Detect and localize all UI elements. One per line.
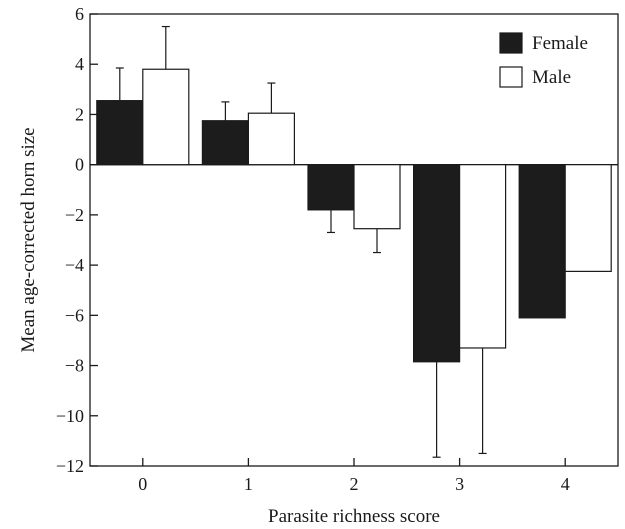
y-tick-label: 4 [75,54,84,74]
legend: Female Male [499,32,588,88]
y-tick-label: −4 [65,255,84,275]
error-bars [115,25,487,458]
y-tick-label: 0 [75,155,84,175]
y-axis-label: Mean age-corrected horn size [18,127,39,352]
y-tick-label: −10 [56,406,84,426]
y-tick-label: −12 [56,456,84,476]
bar-male [459,164,507,349]
x-axis: 0 1 2 3 4 [138,458,570,494]
legend-swatch-female [499,32,523,54]
x-tick-label: 1 [244,474,253,494]
x-tick-label: 3 [455,474,464,494]
bar-male [247,112,295,166]
legend-label-female: Female [532,33,588,54]
legend-swatch-male [499,66,523,88]
bar-female [201,120,249,166]
y-tick-label: −2 [65,205,84,225]
x-tick-label: 4 [561,474,570,494]
bar-female [413,164,461,363]
y-tick-label: 6 [75,4,84,24]
bars [96,68,612,363]
x-tick-label: 2 [350,474,359,494]
bar-female [307,164,355,211]
x-tick-label: 0 [138,474,147,494]
bar-male [142,68,190,166]
bar-female [518,164,566,319]
y-axis: 6 4 2 0 −2 −4 −6 −8 −10 −12 [56,4,98,476]
y-tick-label: −6 [65,305,84,325]
x-axis-label: Parasite richness score [268,506,440,527]
bar-female [96,100,144,166]
y-tick-label: 2 [75,104,84,124]
bar-male [564,164,612,272]
y-tick-label: −8 [65,356,84,376]
legend-label-male: Male [532,67,571,88]
bar-male [353,164,401,230]
